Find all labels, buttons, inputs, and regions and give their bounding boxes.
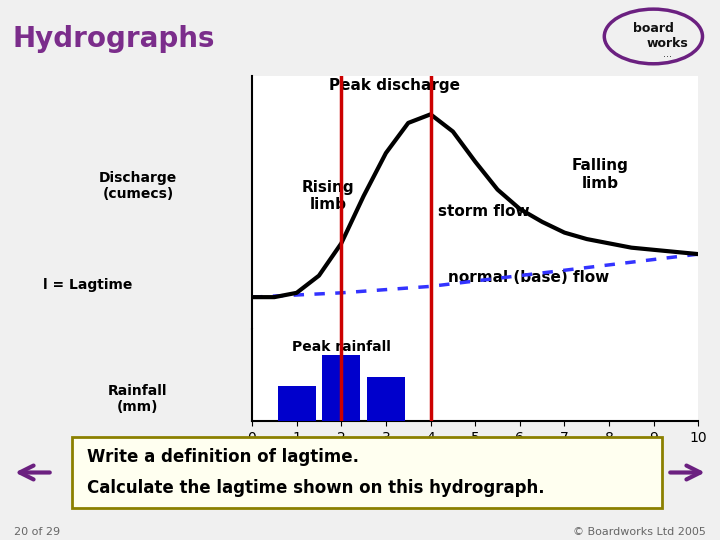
Text: board: board	[633, 23, 674, 36]
Text: normal (base) flow: normal (base) flow	[448, 271, 609, 285]
Text: Discharge
(cumecs): Discharge (cumecs)	[99, 171, 177, 201]
Text: Write a definition of lagtime.: Write a definition of lagtime.	[87, 448, 359, 466]
Text: works: works	[647, 37, 689, 50]
Text: l = Lagtime: l = Lagtime	[43, 278, 132, 292]
Text: Peak rainfall: Peak rainfall	[292, 340, 391, 354]
Text: Rainfall
(mm): Rainfall (mm)	[108, 384, 168, 414]
Text: Peak discharge: Peak discharge	[329, 78, 460, 93]
Bar	[323, 355, 360, 421]
Bar	[278, 386, 315, 421]
X-axis label: Time (hours): Time (hours)	[427, 450, 523, 465]
Text: Rising
limb: Rising limb	[302, 180, 354, 212]
Text: © Boardworks Ltd 2005: © Boardworks Ltd 2005	[572, 526, 706, 537]
Text: storm flow: storm flow	[438, 204, 530, 219]
Text: Hydrographs: Hydrographs	[13, 25, 215, 52]
Text: ...: ...	[663, 49, 672, 59]
Text: Falling
limb: Falling limb	[572, 158, 629, 191]
FancyBboxPatch shape	[72, 437, 662, 508]
Text: 20 of 29: 20 of 29	[14, 526, 60, 537]
Bar	[367, 377, 405, 421]
Text: Calculate the lagtime shown on this hydrograph.: Calculate the lagtime shown on this hydr…	[87, 479, 544, 497]
